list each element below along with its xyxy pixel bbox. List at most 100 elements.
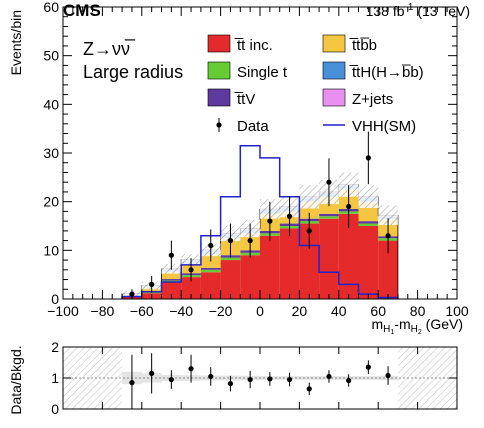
data-point-4 bbox=[208, 242, 214, 249]
ratio-point-11 bbox=[346, 377, 352, 384]
legend-label-0: t̅t inc. bbox=[234, 37, 273, 54]
bar-series-0-bin-2 bbox=[161, 281, 182, 299]
bar-series-0-bin-3 bbox=[181, 277, 201, 299]
x-title-unit: (GeV) bbox=[422, 316, 463, 332]
x-tick-label-6: 20 bbox=[292, 303, 308, 319]
x-title-sub2: H bbox=[411, 324, 418, 335]
bar-series-1-bin-5 bbox=[220, 257, 241, 261]
data-point-6 bbox=[247, 238, 253, 244]
ratio-points bbox=[129, 353, 391, 409]
lumi-exponent: -1 bbox=[405, 2, 414, 13]
x-axis-title: mH1-mH2 (GeV) bbox=[371, 316, 463, 336]
legend-label-6: Data bbox=[237, 118, 269, 135]
bar-series-0-bin-8 bbox=[279, 228, 300, 299]
data-point-9 bbox=[306, 228, 312, 234]
y-tick-label-2: 20 bbox=[43, 194, 59, 210]
x-tick-label-4: −20 bbox=[209, 303, 233, 319]
data-points bbox=[129, 131, 391, 299]
data-point-5 bbox=[227, 238, 234, 244]
y-tick-label-6: 60 bbox=[43, 0, 59, 15]
channel-label: Z→νν̅ bbox=[83, 39, 136, 59]
signal-step-line bbox=[121, 144, 399, 299]
legend: t̅t inc. t̅tb̅b Single t t̅tH(H→b̅b) t̅tV Z+j… bbox=[207, 34, 424, 135]
ratio-y-tick-label-0: 0 bbox=[51, 401, 59, 417]
ratio-y-tick-label-2: 2 bbox=[51, 339, 59, 355]
lumi-value: 138 fb bbox=[366, 3, 405, 19]
x-title-base: m bbox=[371, 316, 383, 332]
main-axes: −100 −80 −60 −40 −20 0 20 40 60 80 100 0 10 20 30 40 50 6… bbox=[43, 0, 468, 319]
luminosity-label: 138 fb-1 (13 TeV) bbox=[366, 2, 470, 19]
ratio-point-1 bbox=[149, 370, 155, 376]
data-point-10 bbox=[326, 179, 332, 185]
legend-data-marker bbox=[216, 122, 222, 128]
ratio-point-13 bbox=[385, 372, 391, 379]
ratio-axes: 0 1 2 bbox=[51, 339, 458, 417]
data-point-12 bbox=[365, 155, 371, 161]
x-tick-label-5: 0 bbox=[256, 303, 264, 319]
data-point-2 bbox=[168, 252, 174, 258]
legend-swatch-4 bbox=[207, 88, 231, 107]
ratio-band-bin-9 bbox=[299, 376, 320, 380]
legend-label-7: VHH(SM) bbox=[352, 118, 416, 135]
bar-series-0-bin-9 bbox=[299, 223, 320, 299]
category-label: Large radius bbox=[83, 62, 183, 82]
lumi-energy: (13 TeV) bbox=[413, 3, 470, 19]
ratio-point-6 bbox=[247, 376, 253, 383]
ratio-y-axis-title: Data/Bkgd. bbox=[8, 345, 24, 414]
data-point-13 bbox=[385, 233, 391, 239]
ratio-point-5 bbox=[227, 380, 234, 387]
bar-series-0-bin-7 bbox=[260, 235, 280, 299]
x-tick-label-9: 80 bbox=[410, 303, 426, 319]
y-tick-label-1: 10 bbox=[43, 242, 59, 258]
ratio-point-7 bbox=[267, 376, 273, 382]
x-tick-label-1: −80 bbox=[91, 303, 115, 319]
bar-series-0-bin-11 bbox=[338, 213, 359, 299]
bar-series-2-bin-12 bbox=[358, 221, 379, 224]
ratio-y-tick-label-1: 1 bbox=[51, 370, 59, 386]
bar-series-1-bin-12 bbox=[358, 223, 379, 226]
legend-swatch-2 bbox=[207, 61, 231, 80]
ratio-point-2 bbox=[168, 376, 174, 383]
bar-series-3-bin-2 bbox=[161, 271, 182, 280]
legend-swatch-1 bbox=[322, 34, 346, 53]
bar-series-2-bin-10 bbox=[319, 213, 339, 217]
bar-series-2-bin-2 bbox=[161, 279, 182, 281]
x-tick-label-10: 100 bbox=[445, 303, 469, 319]
ratio-point-12 bbox=[365, 364, 371, 370]
bar-series-0-bin-10 bbox=[319, 218, 339, 299]
legend-label-4: t̅tV bbox=[234, 91, 255, 108]
legend-label-3: t̅tH(H→b̅b) bbox=[349, 64, 424, 81]
x-tick-label-8: 60 bbox=[370, 303, 386, 319]
y-tick-label-3: 30 bbox=[43, 145, 59, 161]
legend-label-5: Z+jets bbox=[352, 91, 393, 108]
uncertainty-bin-9 bbox=[299, 185, 320, 209]
y-tick-label-5: 50 bbox=[43, 48, 59, 64]
legend-swatch-5 bbox=[322, 88, 346, 107]
x-tick-label-0: −100 bbox=[47, 303, 79, 319]
x-title-sep: -m bbox=[394, 316, 410, 332]
legend-label-1: t̅tb̅b bbox=[349, 37, 377, 54]
uncertainty-bin-12 bbox=[358, 185, 379, 208]
ratio-point-4 bbox=[208, 373, 214, 380]
ratio-point-10 bbox=[326, 373, 332, 380]
ratio-point-0 bbox=[129, 380, 135, 386]
data-point-11 bbox=[346, 203, 352, 210]
data-point-1 bbox=[149, 281, 155, 287]
legend-label-2: Single t bbox=[237, 64, 288, 81]
x-title-subsub2: 2 bbox=[418, 329, 422, 336]
data-point-8 bbox=[286, 213, 293, 219]
bar-series-1-bin-10 bbox=[319, 216, 339, 219]
experiment-label: CMS bbox=[63, 1, 101, 20]
bar-series-0-bin-6 bbox=[240, 255, 260, 299]
uncertainty-bin-11 bbox=[338, 172, 359, 197]
data-point-7 bbox=[267, 218, 273, 224]
ratio-point-3 bbox=[188, 366, 194, 372]
bar-series-0-bin-12 bbox=[358, 226, 379, 299]
x-tick-label-7: 40 bbox=[331, 303, 347, 319]
legend-swatch-3 bbox=[322, 61, 346, 80]
signal-histogram bbox=[121, 144, 399, 299]
legend-swatch-0 bbox=[207, 34, 231, 53]
y-axis-title: Events/bin bbox=[8, 10, 24, 75]
x-tick-label-3: −40 bbox=[169, 303, 193, 319]
